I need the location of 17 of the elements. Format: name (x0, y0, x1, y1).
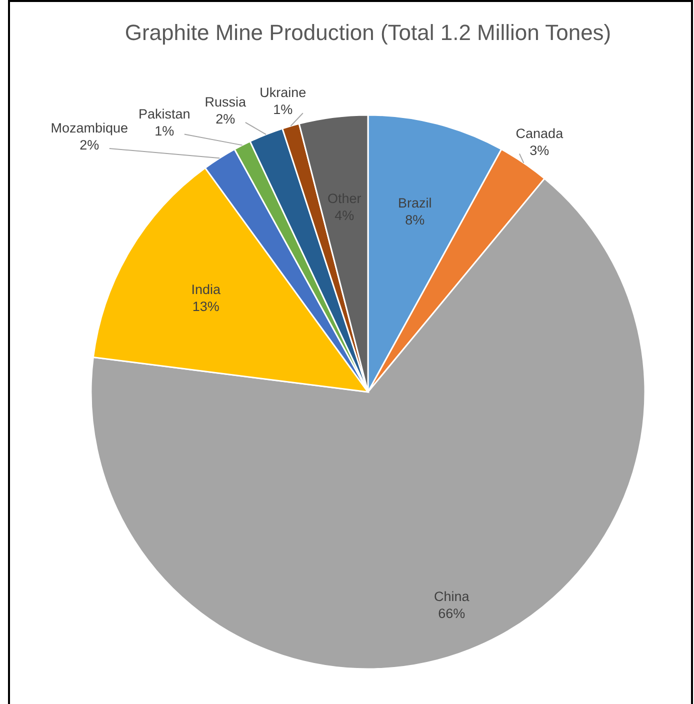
data-label: 1% (273, 102, 293, 118)
data-label: 1% (154, 123, 174, 138)
data-label: 3% (530, 142, 550, 158)
data-label: 66% (438, 606, 466, 622)
data-label: 8% (405, 212, 425, 228)
slice-label: China (434, 589, 470, 604)
data-label: 2% (80, 137, 100, 152)
data-label: 13% (192, 299, 220, 314)
slice-label: India (191, 282, 221, 298)
data-label: 2% (216, 111, 236, 126)
chart-title: Graphite Mine Production (Total 1.2 Million Tones) (124, 20, 612, 45)
slice-label: Russia (204, 94, 247, 110)
slice-label: Pakistan (138, 106, 190, 122)
slice-label: Mozambique (50, 120, 128, 136)
slice-label: Ukraine (260, 85, 306, 100)
slice-label: Canada (516, 126, 564, 141)
slice-label: Brazil (398, 196, 432, 211)
